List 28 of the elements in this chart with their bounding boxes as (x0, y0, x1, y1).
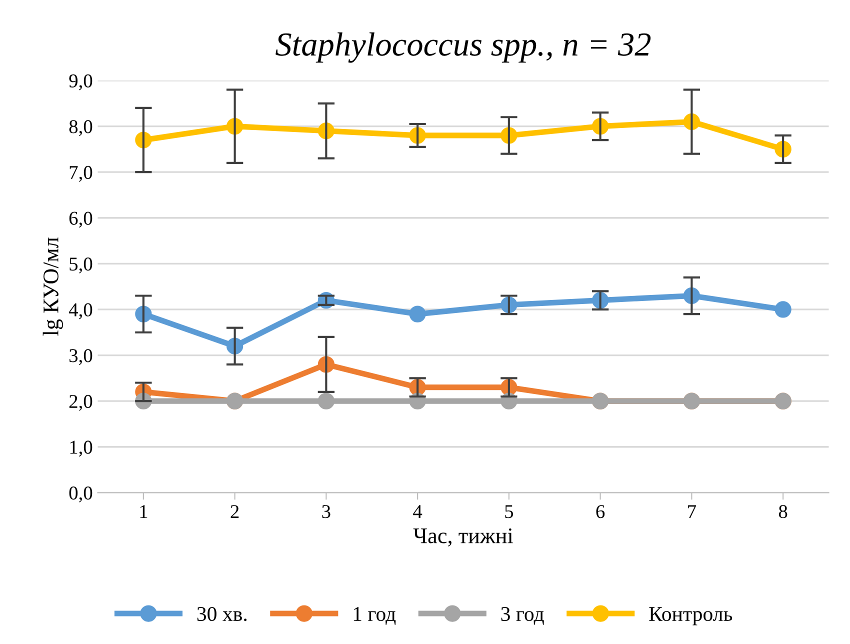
legend-label: 3 год (501, 607, 544, 625)
x-tick-label: 6 (596, 505, 605, 518)
x-tick-label: 1 (140, 505, 148, 518)
x-tick-label: 5 (505, 505, 514, 518)
y-tick-label: 7,0 (70, 166, 92, 182)
y-tick-label: 9,0 (69, 74, 92, 90)
y-axis-title: lg КУО/мл (42, 237, 64, 336)
y-tick-label: 3,0 (70, 349, 92, 366)
y-tick-label: 6,0 (69, 212, 92, 228)
y-tick-label: 5,0 (70, 258, 92, 274)
x-tick-label: 4 (413, 505, 422, 518)
x-tick-label: 2 (230, 505, 239, 518)
y-tick-label: 8,0 (69, 120, 92, 136)
y-tick-label: 0,0 (69, 486, 92, 502)
x-tick-label: 7 (688, 505, 696, 518)
y-tick-label: 2,0 (69, 394, 92, 411)
y-tick-label: 4,0 (68, 303, 92, 320)
x-tick-label: 8 (778, 505, 788, 518)
legend-label: Контроль (649, 607, 732, 626)
y-tick-label: 1,0 (70, 440, 92, 457)
x-tick-label: 3 (322, 505, 330, 518)
point (409, 306, 426, 322)
x-axis-title: Час, тижні (413, 528, 513, 546)
point (774, 301, 792, 318)
legend-label: 30 хв. (197, 606, 247, 622)
point (318, 392, 335, 410)
chart-title: Staphylococcus spp., n = 32 (276, 32, 651, 63)
legend-label: 1 год (354, 607, 396, 625)
